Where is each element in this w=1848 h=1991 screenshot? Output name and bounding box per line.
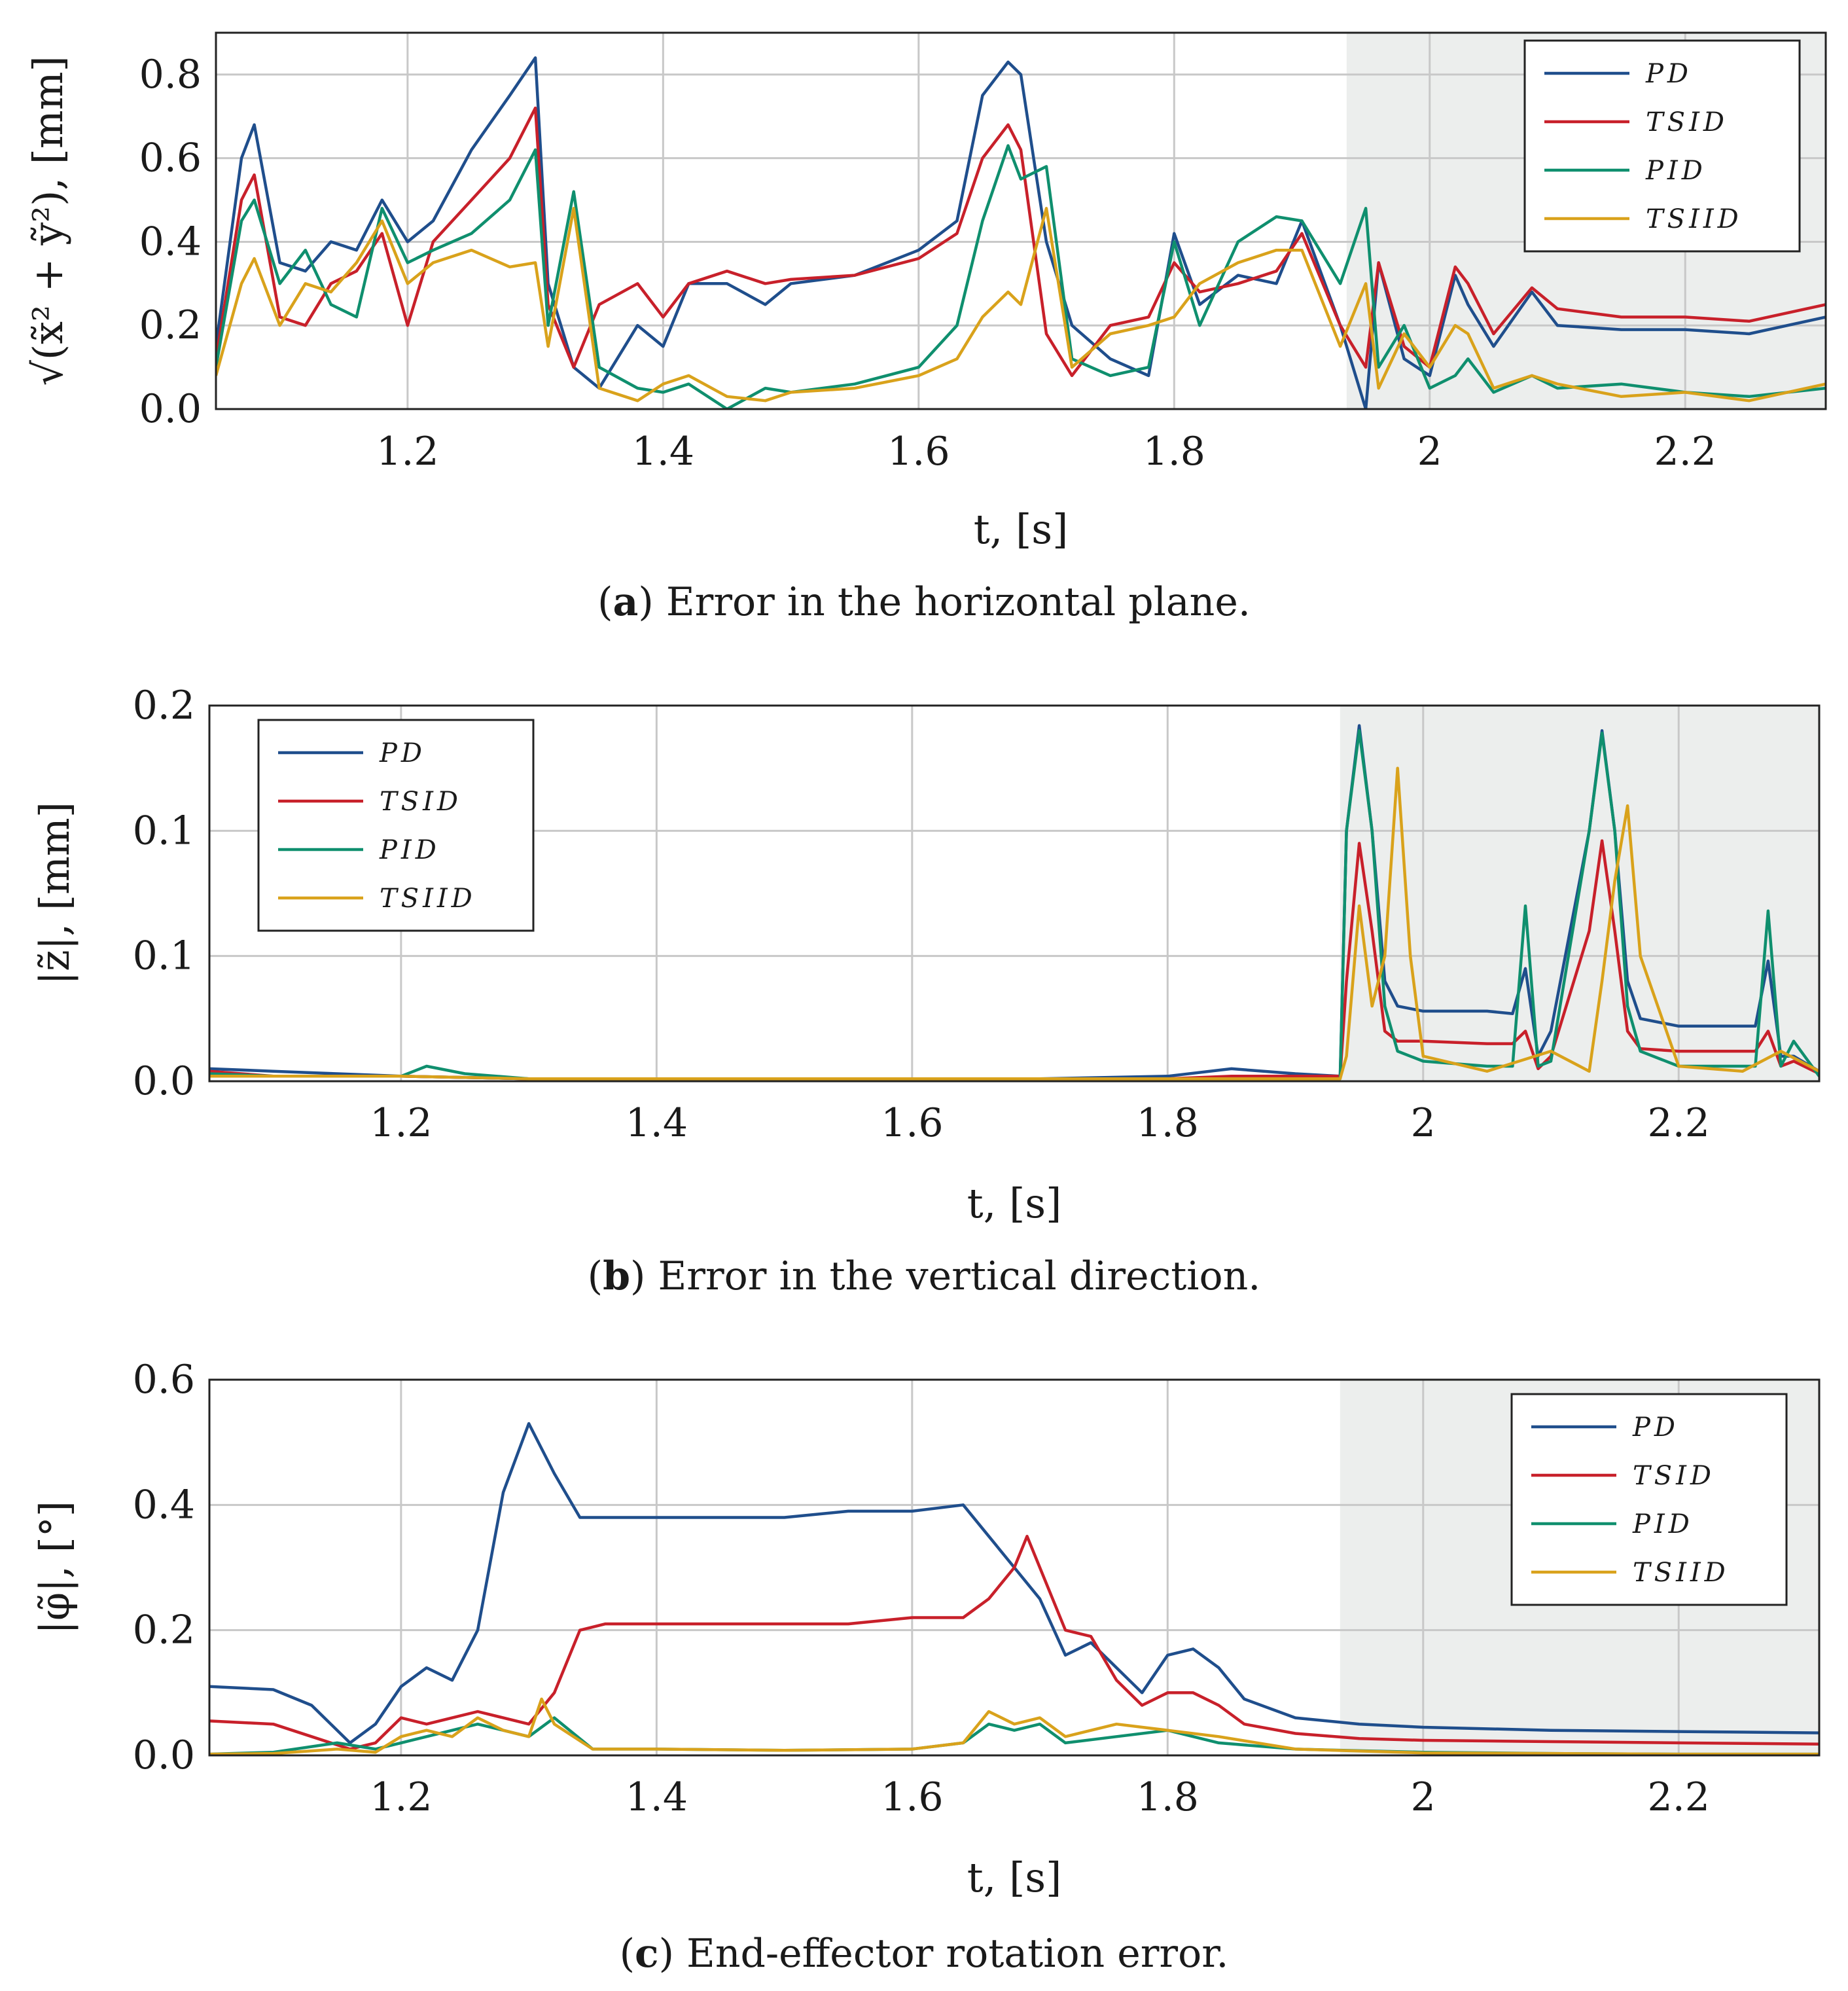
y-tick-label: 0.4 <box>139 219 202 264</box>
x-tick-label: 1.2 <box>370 1100 432 1146</box>
x-tick-label: 1.8 <box>1137 1774 1199 1820</box>
legend-label-tsid: TSID <box>1646 107 1728 137</box>
y-tick-label: 0.2 <box>139 302 202 348</box>
chart-horizontal-error: 1.2 1.4 1.6 1.8 2 2.2 0.0 0.2 0.4 0.6 0.8 t, [s] √(x… <box>24 31 1827 553</box>
series-line-tsiid <box>209 766 1819 1081</box>
series-line-tsiid <box>209 1697 1819 1755</box>
y-tick-label: 0.2 <box>133 1607 195 1653</box>
legend-label-tsid: TSID <box>380 787 462 817</box>
y-tick-label: 0.0 <box>139 386 202 432</box>
x-tick-label: 1.6 <box>881 1100 943 1146</box>
legend-label-pid: PID <box>1632 1509 1694 1539</box>
caption-c-letter: c <box>635 1931 659 1977</box>
x-tick-label: 2.2 <box>1648 1774 1710 1820</box>
chart-panel-b: 1.2 1.4 1.6 1.8 2 2.2 0.0 0.1 0.1 0.2 t, [s] |z̃|, … <box>0 674 1848 1329</box>
caption-a-text: Error in the horizontal plane. <box>666 579 1251 625</box>
legend-label-tsiid: TSIID <box>1646 204 1743 234</box>
y-tick-label: 0.1 <box>133 933 195 979</box>
caption-b-letter: b <box>603 1253 631 1299</box>
plot-frame <box>215 31 1827 410</box>
legend-label-pid: PID <box>379 835 440 865</box>
x-tick-label: 1.2 <box>376 429 438 475</box>
y-tick-label: 0.6 <box>133 1357 195 1403</box>
caption-a: (a) Error in the horizontal plane. <box>597 579 1251 625</box>
legend-label-tsid: TSID <box>1633 1461 1715 1491</box>
chart-vertical-error: 1.2 1.4 1.6 1.8 2 2.2 0.0 0.1 0.1 0.2 t, [s] |z̃|, … <box>31 683 1821 1227</box>
x-axis-label: t, [s] <box>967 1179 1062 1227</box>
series-line-pid <box>216 144 1826 409</box>
plot-frame <box>208 1378 1821 1757</box>
chart-rotation-error: 1.2 1.4 1.6 1.8 2 2.2 0.0 0.2 0.4 0.6 t, [s] |φ̃|, … <box>31 1357 1821 1901</box>
caption-b: (b) Error in the vertical direction. <box>587 1253 1261 1299</box>
x-tick-label: 2.2 <box>1654 429 1716 475</box>
x-axis-label: t, [s] <box>974 505 1069 553</box>
y-tick-label: 0.0 <box>133 1732 195 1778</box>
series-line-tsid <box>209 1534 1819 1751</box>
x-tick-label: 1.6 <box>881 1774 943 1820</box>
x-axis-label: t, [s] <box>967 1854 1062 1901</box>
y-tick-label: 0.6 <box>139 135 202 181</box>
x-tick-label: 2 <box>1417 429 1442 475</box>
x-tick-label: 1.8 <box>1143 429 1205 475</box>
y-axis-label: |φ̃|, [°] <box>31 1501 79 1634</box>
chart-panel-a: 1.2 1.4 1.6 1.8 2 2.2 0.0 0.2 0.4 0.6 0.8 t, [s] √(x… <box>0 0 1848 655</box>
caption-b-text: Error in the vertical direction. <box>658 1253 1261 1299</box>
y-tick-label: 0.8 <box>139 52 202 98</box>
series-line-tsiid <box>216 207 1826 403</box>
y-axis-label: |z̃|, [mm] <box>31 802 79 985</box>
y-tick-label: 0.4 <box>133 1482 195 1528</box>
x-tick-label: 1.2 <box>370 1774 432 1820</box>
y-tick-label: 0.2 <box>133 683 195 728</box>
x-tick-label: 1.4 <box>632 429 694 475</box>
legend-label-pid: PID <box>1645 156 1707 186</box>
legend: PD TSID PID TSIID <box>1523 39 1801 253</box>
legend-label-tsiid: TSIID <box>1633 1558 1730 1588</box>
legend: PD TSID PID TSIID <box>1510 1393 1788 1606</box>
legend-label-pd: PD <box>1632 1412 1679 1443</box>
x-tick-label: 2 <box>1411 1774 1436 1820</box>
x-tick-label: 1.8 <box>1137 1100 1199 1146</box>
y-axis-label: √(x̃² + ỹ²), [mm] <box>24 56 72 386</box>
x-tick-label: 2 <box>1411 1100 1436 1146</box>
x-tick-label: 1.4 <box>626 1774 688 1820</box>
x-tick-label: 1.4 <box>626 1100 688 1146</box>
legend-label-pd: PD <box>379 738 426 768</box>
legend: PD TSID PID TSIID <box>257 719 535 932</box>
x-tick-label: 1.6 <box>887 429 950 475</box>
legend-label-tsiid: TSIID <box>380 884 476 914</box>
series-line-tsid <box>216 106 1826 378</box>
series-line-pd <box>216 56 1826 409</box>
caption-a-letter: a <box>613 579 639 625</box>
x-tick-label: 2.2 <box>1648 1100 1710 1146</box>
y-tick-label: 0.1 <box>133 808 195 853</box>
series-line-pd <box>209 1422 1819 1745</box>
plot-frame <box>208 704 1821 1083</box>
legend-label-pd: PD <box>1645 59 1692 89</box>
caption-c: (c) End-effector rotation error. <box>619 1931 1229 1977</box>
y-tick-label: 0.0 <box>133 1058 195 1104</box>
caption-c-text: End-effector rotation error. <box>686 1931 1229 1977</box>
chart-panel-c: 1.2 1.4 1.6 1.8 2 2.2 0.0 0.2 0.4 0.6 t, [s] |φ̃|, … <box>0 1348 1848 1990</box>
